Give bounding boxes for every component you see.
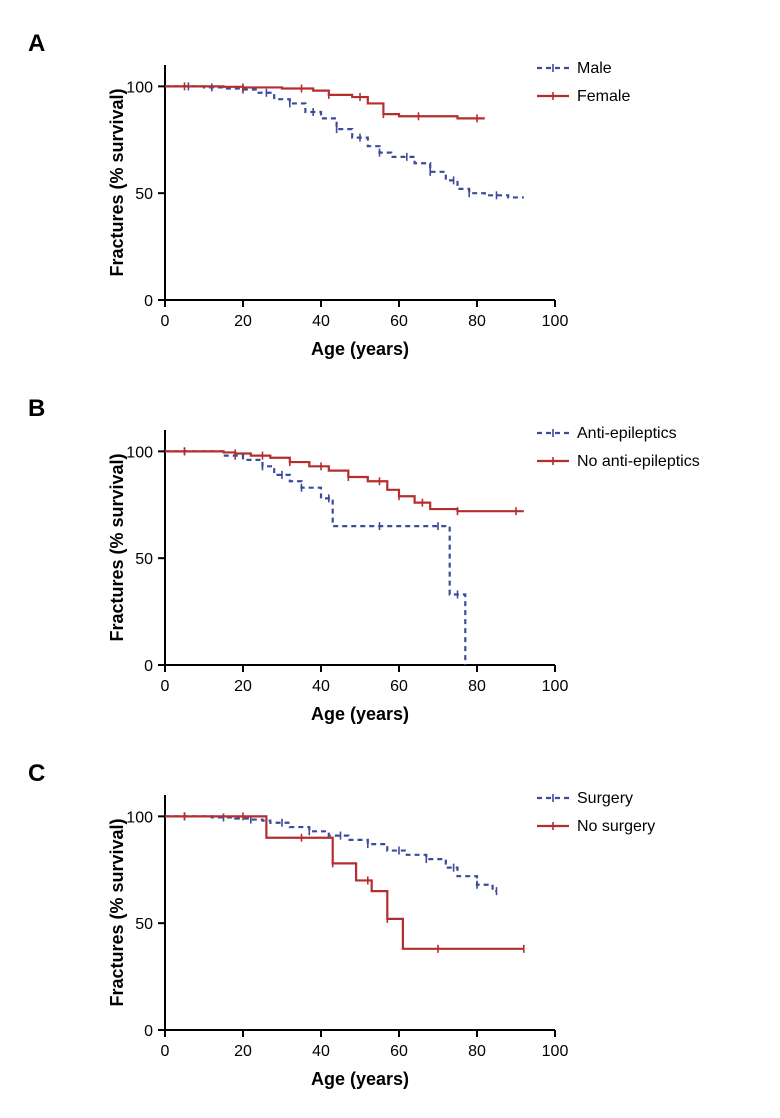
svg-text:50: 50 (135, 916, 153, 933)
svg-text:Age (years): Age (years) (311, 704, 409, 724)
svg-text:20: 20 (234, 678, 252, 695)
svg-text:80: 80 (468, 313, 486, 330)
svg-text:0: 0 (144, 658, 153, 675)
svg-text:100: 100 (126, 79, 153, 96)
svg-text:100: 100 (542, 678, 569, 695)
svg-text:60: 60 (390, 1043, 408, 1060)
panel-c-chart: 0 20 40 60 80 100 0 50 100 Age (years) Fractures (… (110, 780, 710, 1090)
svg-text:50: 50 (135, 551, 153, 568)
svg-text:40: 40 (312, 1043, 330, 1060)
svg-text:0: 0 (161, 313, 170, 330)
svg-text:100: 100 (542, 313, 569, 330)
svg-text:Surgery: Surgery (577, 790, 633, 807)
svg-text:Fractures (% survival): Fractures (% survival) (107, 88, 127, 276)
svg-text:0: 0 (161, 1043, 170, 1060)
svg-text:Anti-epileptics: Anti-epileptics (577, 425, 677, 442)
panel-b-chart: 0 20 40 60 80 100 0 50 100 Age (years) Fractures (… (110, 415, 710, 725)
svg-text:100: 100 (126, 809, 153, 826)
svg-text:Male: Male (577, 60, 612, 77)
svg-text:100: 100 (542, 1043, 569, 1060)
svg-text:Fractures (% survival): Fractures (% survival) (107, 818, 127, 1006)
panel-b-label: B (28, 395, 45, 423)
svg-text:40: 40 (312, 313, 330, 330)
panel-c-label: C (28, 760, 45, 788)
svg-text:0: 0 (144, 1023, 153, 1040)
svg-text:Age (years): Age (years) (311, 339, 409, 359)
svg-text:Fractures (% survival): Fractures (% survival) (107, 453, 127, 641)
panel-a-label: A (28, 30, 45, 58)
svg-text:20: 20 (234, 313, 252, 330)
figure: { "panels": { "A": { "label": "A", "xlab… (0, 0, 780, 1118)
svg-text:80: 80 (468, 1043, 486, 1060)
svg-text:20: 20 (234, 1043, 252, 1060)
svg-text:No surgery: No surgery (577, 818, 655, 835)
svg-text:Age (years): Age (years) (311, 1069, 409, 1089)
svg-text:No anti-epileptics: No anti-epileptics (577, 453, 700, 470)
svg-text:0: 0 (144, 293, 153, 310)
svg-text:80: 80 (468, 678, 486, 695)
panel-a-chart: 0 20 40 60 80 100 0 50 100 Age (years) Fractures (… (110, 50, 710, 360)
svg-text:0: 0 (161, 678, 170, 695)
svg-text:Female: Female (577, 88, 630, 105)
svg-text:40: 40 (312, 678, 330, 695)
svg-text:50: 50 (135, 186, 153, 203)
svg-text:60: 60 (390, 678, 408, 695)
svg-text:100: 100 (126, 444, 153, 461)
svg-text:60: 60 (390, 313, 408, 330)
